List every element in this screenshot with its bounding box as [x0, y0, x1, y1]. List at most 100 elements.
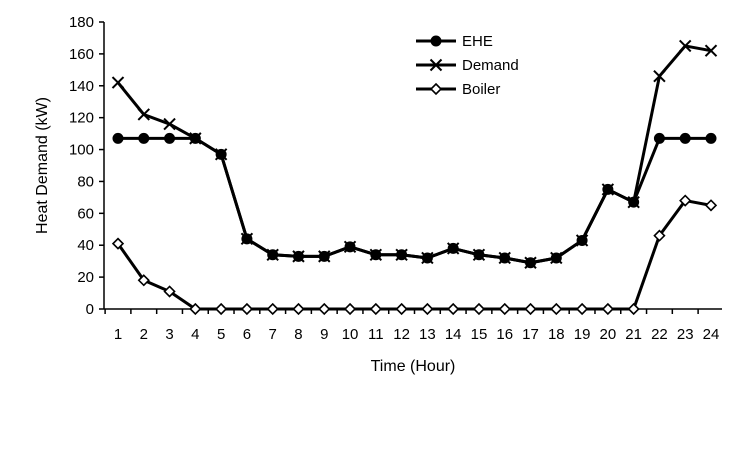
ehe-point — [138, 132, 150, 144]
x-tick-label: 17 — [522, 326, 539, 343]
x-tick-label: 22 — [651, 326, 668, 343]
y-tick-label: 160 — [69, 46, 94, 63]
boiler-point — [318, 302, 331, 316]
ehe-point — [396, 249, 408, 261]
ehe-point — [344, 241, 356, 253]
boiler-point — [679, 194, 692, 207]
y-axis-title: Heat Demand (kW) — [34, 97, 51, 234]
legend-item-demand: Demand — [416, 57, 519, 74]
legend-label: Boiler — [462, 81, 500, 98]
boiler-point — [137, 274, 150, 287]
ehe-point — [370, 249, 382, 261]
ehe-point — [576, 234, 588, 246]
x-tick-label: 24 — [703, 326, 720, 343]
legend-label: Demand — [462, 57, 519, 74]
boiler-point — [292, 302, 305, 316]
demand-point — [679, 39, 692, 53]
boiler-point — [266, 302, 279, 316]
legend-swatch-marker — [429, 82, 443, 96]
boiler-point — [343, 302, 357, 316]
ehe-point — [525, 257, 537, 269]
x-tick-label: 9 — [320, 326, 328, 343]
ehe-point — [653, 132, 665, 144]
boiler-point — [111, 237, 125, 250]
demand-point — [163, 117, 176, 131]
ehe-point — [241, 233, 253, 245]
demand-point — [653, 70, 666, 83]
ehe-point — [112, 132, 124, 144]
ehe-point — [164, 132, 176, 144]
ehe-point — [628, 196, 640, 208]
y-tick-label: 140 — [69, 78, 94, 95]
legend-swatch-marker — [429, 58, 443, 72]
boiler-point — [421, 302, 434, 316]
y-ticks: 0 20 40 60 80 100 120 140 160 180 — [69, 14, 104, 318]
x-tick-label: 7 — [269, 326, 277, 343]
x-tick-label: 12 — [393, 326, 410, 343]
ehe-point — [499, 252, 511, 264]
series-line-ehe — [118, 136, 711, 265]
ehe-point — [189, 132, 201, 144]
x-tick-label: 1 — [114, 326, 122, 343]
x-tick-label: 10 — [342, 326, 359, 343]
x-tick-label: 23 — [677, 326, 694, 343]
boiler-point — [653, 229, 666, 242]
boiler-point — [395, 302, 408, 316]
y-tick-label: 20 — [77, 269, 94, 286]
boiler-point — [498, 302, 511, 316]
boiler-point — [472, 302, 486, 316]
demand-point — [704, 44, 718, 57]
boiler-point — [214, 302, 228, 316]
demand-point — [137, 108, 150, 121]
y-tick-label: 180 — [69, 14, 94, 31]
demand-point — [111, 76, 125, 89]
x-tick-label: 6 — [243, 326, 251, 343]
axes — [103, 22, 722, 310]
legend-swatch-marker — [430, 35, 442, 47]
series-demand — [111, 39, 718, 269]
boiler-point — [524, 302, 537, 316]
legend-item-boiler: Boiler — [416, 81, 500, 98]
x-tick-label: 19 — [574, 326, 591, 343]
y-tick-label: 40 — [77, 237, 94, 254]
series-line-demand — [116, 44, 712, 265]
series-line-boiler — [116, 199, 712, 311]
ehe-point — [679, 132, 691, 144]
series-ehe — [112, 132, 717, 269]
ehe-point — [705, 132, 717, 144]
boiler-point — [369, 302, 382, 316]
x-tick-label: 2 — [140, 326, 148, 343]
boiler-point — [447, 302, 460, 316]
boiler-point — [189, 302, 202, 316]
legend-label: EHE — [462, 33, 493, 50]
y-tick-label: 80 — [77, 173, 94, 190]
x-tick-label: 11 — [368, 326, 384, 343]
x-tick-label: 20 — [600, 326, 617, 343]
boiler-point — [240, 302, 254, 316]
x-tick-label: 8 — [294, 326, 302, 343]
ehe-point — [318, 250, 330, 262]
x-tick-label: 16 — [496, 326, 513, 343]
legend: EHE Demand Boiler — [416, 33, 519, 98]
x-tick-label: 13 — [419, 326, 436, 343]
x-tick-label: 5 — [217, 326, 225, 343]
ehe-point — [473, 249, 485, 261]
x-tick-label: 18 — [548, 326, 565, 343]
ehe-point — [550, 252, 562, 264]
y-tick-label: 60 — [77, 205, 94, 222]
y-tick-label: 0 — [86, 301, 94, 318]
x-tick-label: 14 — [445, 326, 462, 343]
x-axis-title: Time (Hour) — [371, 358, 456, 375]
ehe-point — [447, 242, 459, 254]
boiler-point — [550, 302, 563, 316]
x-tick-label: 4 — [191, 326, 199, 343]
boiler-point — [575, 302, 589, 316]
x-tick-label: 15 — [471, 326, 488, 343]
boiler-point — [704, 199, 718, 212]
boiler-point — [163, 285, 176, 298]
y-tick-label: 120 — [69, 110, 94, 127]
ehe-point — [421, 252, 433, 264]
x-tick-label: 21 — [625, 326, 642, 343]
